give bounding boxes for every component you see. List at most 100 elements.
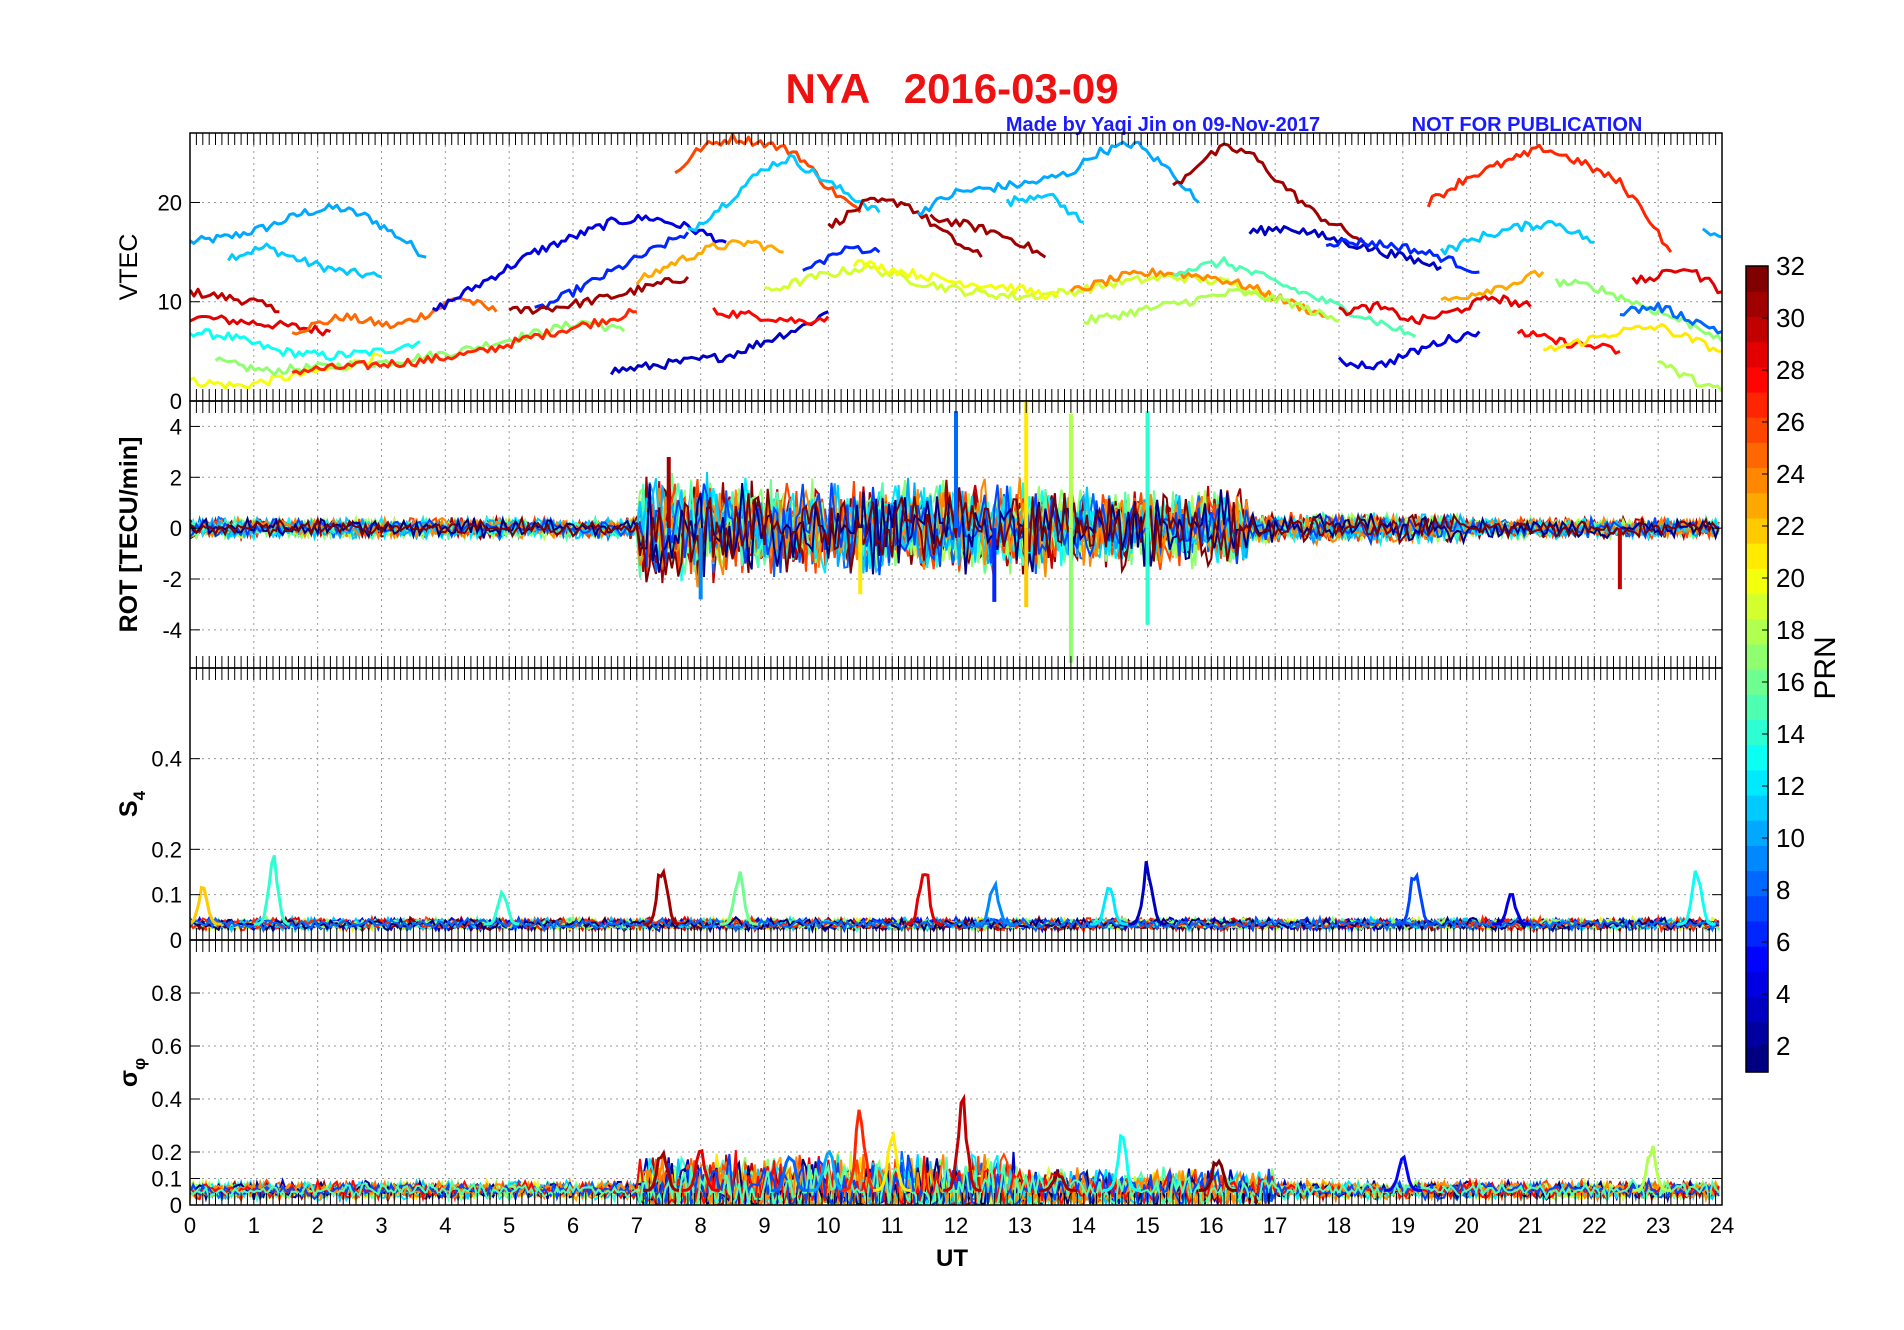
vtec-track-prn-27 [1426,143,1673,253]
colorbar-cell [1746,1046,1768,1073]
y-tick-label: 0 [170,928,182,953]
x-tick-label: 22 [1582,1213,1606,1238]
colorbar-cell [1746,266,1768,292]
s4-peak-prn-14 [253,854,290,926]
vtec-track-prn-18 [1083,287,1340,326]
vtec-track-prn-6 [802,245,881,272]
vtec-track-prn-3 [610,310,829,376]
y-tick-label: 0.1 [151,1167,182,1192]
x-tick-label: 1 [248,1213,260,1238]
sigma-series [190,1093,1720,1205]
colorbar-cell [1746,492,1768,519]
y-tick-label: 0 [170,516,182,541]
sigma-peak-prn-32 [1198,1158,1237,1192]
s4-series [190,854,1720,935]
colorbar-tick-label: 6 [1776,927,1790,957]
colorbar-tick-label: 10 [1776,823,1805,853]
colorbar-cell [1746,694,1768,720]
figure-title: NYA 2016-03-09 [785,65,1118,112]
vtec-track-prn-27 [291,307,637,376]
x-tick-label: 20 [1454,1213,1478,1238]
s4-peak-prn-3 [1128,861,1167,926]
vtec-track-prn-11 [227,242,382,279]
sigma-trace-prn-15 [190,1156,1720,1205]
s4-peak-prn-9 [975,879,1014,926]
y-tick-label: 0.1 [151,883,182,908]
vtec-track-prn-23 [1440,269,1545,302]
colorbar-cell [1746,391,1768,418]
grid [190,940,1722,1205]
x-minor-ticks [189,940,1723,1205]
colorbar-cell [1746,845,1768,872]
colorbar-tick-label: 4 [1776,979,1790,1009]
colorbar-cell [1746,417,1768,443]
colorbar-cell [1746,316,1768,343]
y-tick-label: 0.4 [151,1087,182,1112]
y-tick-label: 0 [170,389,182,414]
sigma-peak-prn-21 [873,1129,912,1192]
colorbar-tick-label: 28 [1776,355,1805,385]
vtec-track-prn-17 [214,319,626,377]
colorbar-tick-label: 24 [1776,459,1805,489]
y-tick-label: 2 [170,465,182,490]
vtec-track-prn-21 [1542,322,1722,353]
x-minor-ticks [189,668,1723,940]
x-tick-label: 14 [1071,1213,1095,1238]
colorbar-cell [1746,291,1768,317]
colorbar-label: PRN [1809,636,1842,699]
vtec-track-prn-30 [190,287,280,314]
vtec-track-prn-10 [190,203,427,259]
colorbar-cell [1746,643,1768,670]
x-tick-label: 12 [944,1213,968,1238]
sigma-peak-prn-30 [943,1093,982,1192]
x-tick-label: 4 [439,1213,451,1238]
x-tick-label: 16 [1199,1213,1223,1238]
x-tick-label: 15 [1135,1213,1159,1238]
x-minor-ticks [189,401,1723,668]
colorbar-cell [1746,971,1768,998]
x-tick-label: 19 [1391,1213,1415,1238]
colorbar-cell [1746,467,1768,494]
colorbar-tick-label: 16 [1776,667,1805,697]
rot-trace-prn-32 [190,488,1720,583]
y-tick-label: 0.2 [151,1140,182,1165]
colorbar-frame [1745,265,1769,1073]
s4-peak-prn-4 [1492,893,1531,926]
colorbar-cell [1746,769,1768,796]
vtec-track-prn-31 [827,196,983,258]
y-axis-label: σφ [115,1058,149,1087]
colorbar-cell [1746,543,1768,569]
colorbar-tick-label: 22 [1776,511,1805,541]
y-tick-label: 0.8 [151,981,182,1006]
vtec-track-prn-23 [635,239,784,286]
colorbar-tick-label: 14 [1776,719,1805,749]
vtec-track-prn-15 [1172,256,1417,338]
s4-peak-prn-13 [1677,870,1716,926]
colorbar-cell [1746,669,1768,695]
colorbar-tick-label: 30 [1776,303,1805,333]
colorbar-cell [1746,996,1768,1023]
x-tick-label: 3 [375,1213,387,1238]
vtec-track-prn-25 [291,296,498,336]
s4-trace-prn-8 [190,914,1720,934]
x-tick-label: 6 [567,1213,579,1238]
panel-sigma: 00.10.2 0.4 0.6 0.8 σφ [115,939,1723,1218]
vtec-track-prn-11 [1005,192,1085,224]
y-axis-label: ROT [TECU/min] [115,437,143,633]
rot-series [190,401,1720,663]
vtec-series [190,133,1722,393]
sigma-peak-prn-31 [1039,1168,1078,1192]
sigma-peak-prn-29 [681,1148,720,1192]
colorbar-tick-label: 18 [1776,615,1805,645]
x-tick-label: 9 [758,1213,770,1238]
credit-text: Made by Yaqi Jin on 09-Nov-2017 [1006,114,1320,136]
x-tick-label: 5 [503,1213,515,1238]
y-axis-label: S4 [115,790,149,817]
s4-peak-prn-29 [904,873,944,926]
vtec-track-prn-3 [1248,224,1442,271]
vtec-track-prn-31 [929,213,1047,259]
y-axis-label-subscript: 4 [130,790,149,800]
colorbar-tick-label: 20 [1776,563,1805,593]
